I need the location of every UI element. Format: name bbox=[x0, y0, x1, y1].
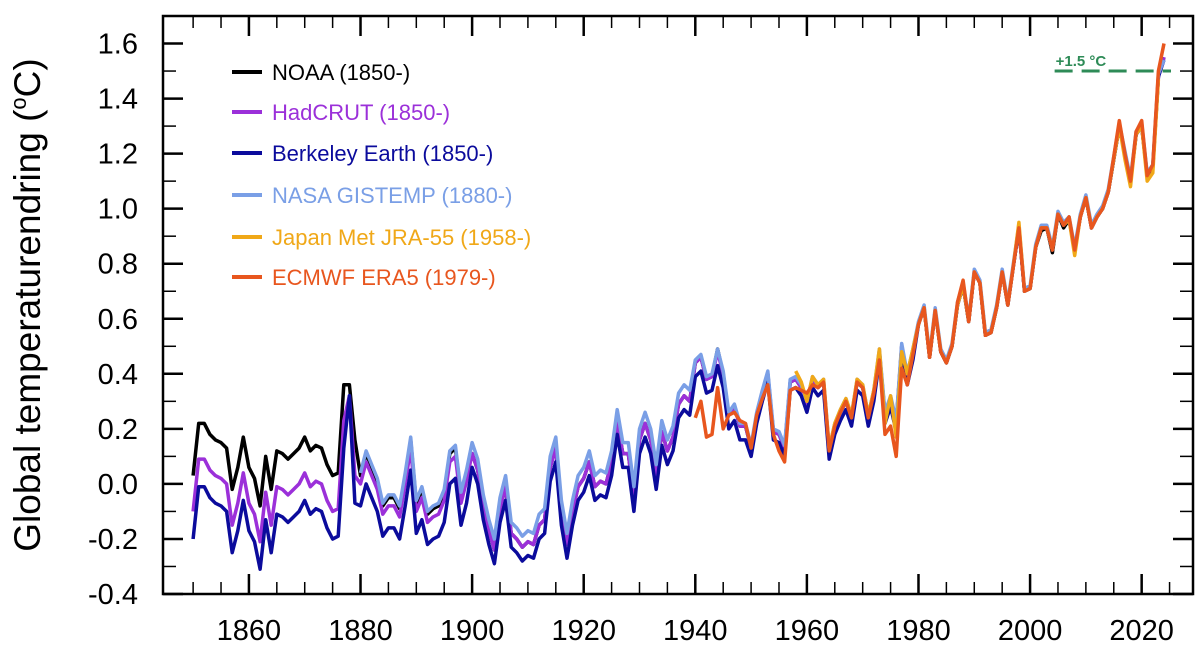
y-tick-label: -0.4 bbox=[88, 579, 138, 611]
series-line-1 bbox=[191, 56, 1166, 552]
series-line-4 bbox=[794, 79, 1161, 450]
x-tick-label: 1940 bbox=[663, 615, 728, 647]
y-tick-label: 0.8 bbox=[98, 249, 138, 281]
y-tick-label: 0.4 bbox=[98, 359, 138, 391]
y-tick-label: 0.0 bbox=[98, 469, 138, 501]
y-tick-label: 1.6 bbox=[98, 29, 138, 61]
y-tick-label: 1.2 bbox=[98, 139, 138, 171]
series-layer bbox=[191, 43, 1166, 571]
y-tick-label: 0.2 bbox=[98, 414, 138, 446]
series-line-5 bbox=[693, 43, 1166, 464]
y-axis-label: Global temperaturendring (oC) bbox=[6, 58, 48, 551]
x-tick-label: 1880 bbox=[328, 615, 393, 647]
x-tick-label: 1920 bbox=[551, 615, 616, 647]
legend-label: NASA GISTEMP (1880-) bbox=[272, 183, 512, 208]
legend-label: Japan Met JRA-55 (1958-) bbox=[272, 225, 531, 250]
x-tick-label: 1980 bbox=[886, 615, 951, 647]
y-tick-label: 1.4 bbox=[98, 84, 138, 116]
x-tick-label: 2000 bbox=[998, 615, 1063, 647]
x-tick-label: 1900 bbox=[440, 615, 505, 647]
x-tick-label: 1860 bbox=[217, 615, 282, 647]
legend-label: ECMWF ERA5 (1979-) bbox=[272, 265, 496, 290]
plot-frame bbox=[161, 14, 1195, 596]
series-line-3 bbox=[358, 59, 1166, 541]
legend-label: Berkeley Earth (1850-) bbox=[272, 141, 493, 166]
threshold-label: +1.5 °C bbox=[1056, 53, 1107, 70]
y-tick-label: 1.0 bbox=[98, 194, 138, 226]
legend-label: HadCRUT (1850-) bbox=[272, 100, 450, 125]
threshold-annotation: +1.5 °C bbox=[1054, 53, 1171, 73]
x-tick-label: 2020 bbox=[1109, 615, 1174, 647]
x-tick-label: 1960 bbox=[775, 615, 840, 647]
legend-label: NOAA (1850-) bbox=[272, 60, 410, 85]
y-tick-label: 0.6 bbox=[98, 304, 138, 336]
legend: NOAA (1850-) HadCRUT (1850-) Berkeley Eart… bbox=[232, 60, 531, 290]
axes-layer: 1860 1880 1900 1920 1940 1960 1980 2000 2020 -0.4… bbox=[88, 15, 1193, 647]
y-tick-label: -0.2 bbox=[88, 524, 138, 556]
